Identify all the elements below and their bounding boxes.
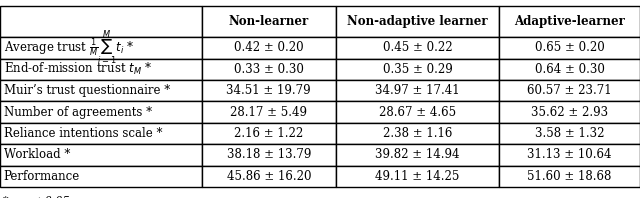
Bar <box>202 37 336 59</box>
Text: Non-learner: Non-learner <box>228 15 309 28</box>
Text: 28.67 ± 4.65: 28.67 ± 4.65 <box>379 106 456 119</box>
Text: 2.38 ± 1.16: 2.38 ± 1.16 <box>383 127 452 140</box>
Text: 28.17 ± 5.49: 28.17 ± 5.49 <box>230 106 307 119</box>
Bar <box>0 101 202 123</box>
Bar <box>0 80 202 101</box>
Text: 31.13 ± 10.64: 31.13 ± 10.64 <box>527 148 612 161</box>
Text: 39.82 ± 14.94: 39.82 ± 14.94 <box>375 148 460 161</box>
Bar <box>336 144 499 166</box>
Bar <box>202 123 336 144</box>
Text: 2.16 ± 1.22: 2.16 ± 1.22 <box>234 127 303 140</box>
Bar <box>499 166 640 187</box>
Text: 49.11 ± 14.25: 49.11 ± 14.25 <box>376 170 460 183</box>
Text: 0.65 ± 0.20: 0.65 ± 0.20 <box>535 41 604 54</box>
Bar <box>202 166 336 187</box>
Bar <box>336 123 499 144</box>
Bar <box>336 101 499 123</box>
Bar <box>202 80 336 101</box>
Bar <box>0 123 202 144</box>
Bar <box>336 6 499 37</box>
Text: Workload *: Workload * <box>4 148 70 161</box>
Text: Average trust $\frac{1}{M}\sum_{i=1}^{M} t_i$ *: Average trust $\frac{1}{M}\sum_{i=1}^{M}… <box>4 29 134 67</box>
Bar <box>499 59 640 80</box>
Text: Adaptive-learner: Adaptive-learner <box>514 15 625 28</box>
Text: 35.62 ± 2.93: 35.62 ± 2.93 <box>531 106 608 119</box>
Bar <box>499 37 640 59</box>
Bar <box>0 37 202 59</box>
Text: Number of agreements *: Number of agreements * <box>4 106 152 119</box>
Text: 0.42 ± 0.20: 0.42 ± 0.20 <box>234 41 303 54</box>
Text: 0.35 ± 0.29: 0.35 ± 0.29 <box>383 63 452 76</box>
Text: 34.97 ± 17.41: 34.97 ± 17.41 <box>375 84 460 97</box>
Bar <box>0 59 202 80</box>
Text: Non-adaptive learner: Non-adaptive learner <box>348 15 488 28</box>
Text: 51.60 ± 18.68: 51.60 ± 18.68 <box>527 170 612 183</box>
Bar <box>202 144 336 166</box>
Bar <box>0 144 202 166</box>
Text: 0.45 ± 0.22: 0.45 ± 0.22 <box>383 41 452 54</box>
Text: 45.86 ± 16.20: 45.86 ± 16.20 <box>227 170 311 183</box>
Bar <box>202 101 336 123</box>
Bar <box>499 80 640 101</box>
Bar <box>499 144 640 166</box>
Bar <box>202 59 336 80</box>
Text: 0.64 ± 0.30: 0.64 ± 0.30 <box>534 63 605 76</box>
Bar <box>499 6 640 37</box>
Text: Muir’s trust questionnaire *: Muir’s trust questionnaire * <box>4 84 170 97</box>
Bar <box>499 123 640 144</box>
Bar <box>336 37 499 59</box>
Text: 38.18 ± 13.79: 38.18 ± 13.79 <box>227 148 311 161</box>
Text: 0.33 ± 0.30: 0.33 ± 0.30 <box>234 63 304 76</box>
Text: Reliance intentions scale *: Reliance intentions scale * <box>4 127 163 140</box>
Text: 34.51 ± 19.79: 34.51 ± 19.79 <box>227 84 311 97</box>
Text: End-of-mission trust $t_M$ *: End-of-mission trust $t_M$ * <box>4 61 152 77</box>
Text: Performance: Performance <box>4 170 80 183</box>
Bar <box>336 166 499 187</box>
Bar <box>202 6 336 37</box>
Text: 60.57 ± 23.71: 60.57 ± 23.71 <box>527 84 612 97</box>
Bar <box>336 80 499 101</box>
Text: * – p < 0.05: * – p < 0.05 <box>3 196 69 198</box>
Bar <box>499 101 640 123</box>
Bar <box>0 6 202 37</box>
Text: 3.58 ± 1.32: 3.58 ± 1.32 <box>535 127 604 140</box>
Bar <box>0 166 202 187</box>
Bar <box>336 59 499 80</box>
